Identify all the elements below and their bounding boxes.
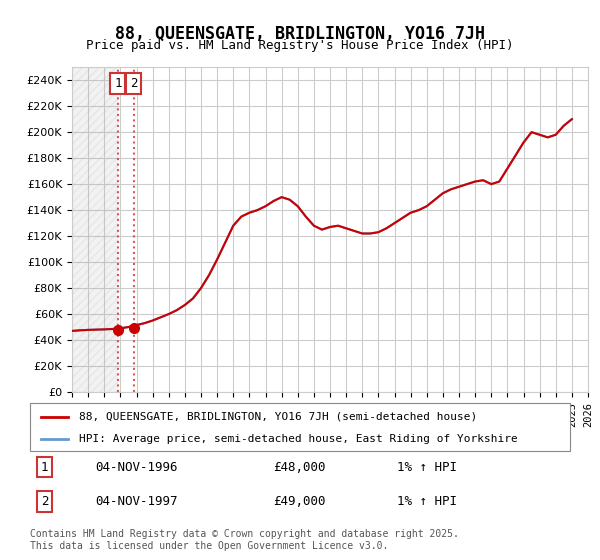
Text: 88, QUEENSGATE, BRIDLINGTON, YO16 7JH: 88, QUEENSGATE, BRIDLINGTON, YO16 7JH xyxy=(115,25,485,43)
Text: 04-NOV-1996: 04-NOV-1996 xyxy=(95,461,178,474)
Text: £48,000: £48,000 xyxy=(273,461,325,474)
Text: Contains HM Land Registry data © Crown copyright and database right 2025.
This d: Contains HM Land Registry data © Crown c… xyxy=(30,529,459,551)
Text: Price paid vs. HM Land Registry's House Price Index (HPI): Price paid vs. HM Land Registry's House … xyxy=(86,39,514,52)
Text: £49,000: £49,000 xyxy=(273,495,325,508)
Text: 2: 2 xyxy=(41,495,48,508)
Text: HPI: Average price, semi-detached house, East Riding of Yorkshire: HPI: Average price, semi-detached house,… xyxy=(79,434,517,444)
Text: 1% ↑ HPI: 1% ↑ HPI xyxy=(397,495,457,508)
Bar xyxy=(72,67,118,392)
Text: 1% ↑ HPI: 1% ↑ HPI xyxy=(397,461,457,474)
FancyBboxPatch shape xyxy=(30,403,570,451)
Text: 1: 1 xyxy=(41,461,48,474)
Text: 04-NOV-1997: 04-NOV-1997 xyxy=(95,495,178,508)
Text: 1: 1 xyxy=(114,77,122,90)
Text: 2: 2 xyxy=(130,77,137,90)
Text: 88, QUEENSGATE, BRIDLINGTON, YO16 7JH (semi-detached house): 88, QUEENSGATE, BRIDLINGTON, YO16 7JH (s… xyxy=(79,412,477,422)
